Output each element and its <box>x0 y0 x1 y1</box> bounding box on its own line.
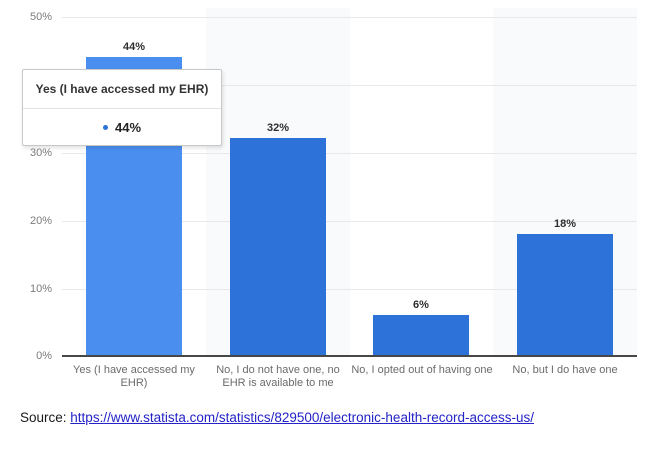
y-axis-tick: 30% <box>29 147 52 159</box>
bar-value-label: 18% <box>553 218 577 230</box>
source-link[interactable]: https://www.statista.com/statistics/8295… <box>70 410 534 425</box>
gridline-50 <box>62 17 637 18</box>
y-axis-tick: 20% <box>29 215 52 227</box>
bar-value-label: 32% <box>266 122 290 134</box>
gridline-30 <box>62 153 637 154</box>
tooltip: Yes (I have accessed my EHR) 44% <box>22 69 222 146</box>
bar-have-one[interactable] <box>517 234 613 356</box>
gridline-10 <box>62 289 637 290</box>
y-axis-tick: 0% <box>36 350 52 362</box>
x-axis-label: No, I opted out of having one <box>351 364 493 376</box>
tooltip-value: 44% <box>114 119 142 135</box>
bar-value-label: 6% <box>413 299 429 311</box>
x-axis-label: No, but I do have one <box>512 364 618 376</box>
x-axis-label: No, I do not have one, no EHR is availab… <box>216 364 340 389</box>
bar-opted-out[interactable] <box>373 315 469 356</box>
gridline-20 <box>62 221 637 222</box>
source-prefix: Source: <box>20 410 67 425</box>
bar-no-ehr-available[interactable] <box>230 138 326 356</box>
gridline-40 <box>62 85 637 86</box>
source-line: Source: https://www.statista.com/statist… <box>20 410 534 425</box>
y-axis-tick: 10% <box>29 283 52 295</box>
tooltip-title: Yes (I have accessed my EHR) <box>23 70 221 109</box>
series-marker-icon <box>102 124 108 130</box>
x-axis-line <box>62 355 637 357</box>
y-axis-tick: 50% <box>29 11 52 23</box>
x-axis-label: Yes (I have accessed my EHR) <box>73 364 195 389</box>
bar-value-label: 44% <box>122 41 146 53</box>
